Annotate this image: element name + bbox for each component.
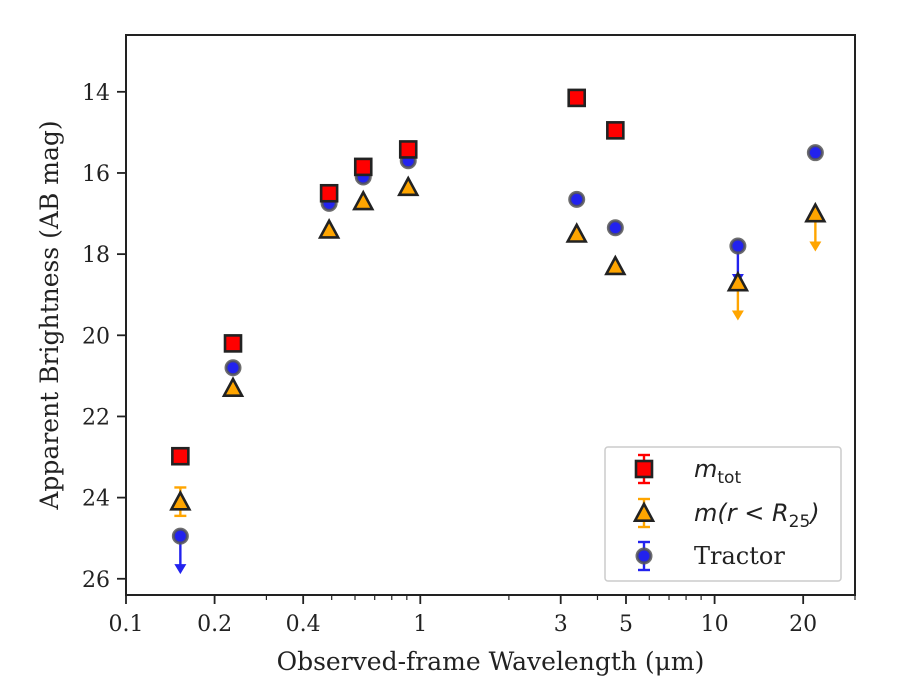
data-point-triangle (169, 489, 192, 511)
data-point-triangle (317, 218, 341, 239)
y-tick-label: 14 (82, 81, 110, 106)
data-point-square (606, 121, 625, 140)
x-tick-label: 10 (701, 612, 729, 637)
data-point-square (567, 88, 587, 108)
upper-limit-arrow-head (731, 310, 744, 321)
legend-marker-square (634, 459, 654, 479)
data-point-circle (806, 144, 824, 162)
y-axis-label: Apparent Brightness (AB mag) (35, 120, 64, 510)
legend-label: mtot (694, 455, 741, 488)
legend-label-main: Tractor (694, 542, 785, 570)
x-tick-label: 5 (619, 612, 633, 637)
y-tick-label: 22 (82, 405, 110, 430)
plot-frame (125, 34, 856, 596)
x-tick-label: 3 (554, 612, 568, 637)
upper-limit-arrow-head (809, 241, 822, 252)
legend-box (604, 446, 842, 582)
x-tick-label: 0.4 (286, 612, 321, 637)
data-point-circle (729, 237, 747, 255)
data-point-circle (224, 359, 242, 377)
y-tick-label: 20 (82, 324, 110, 349)
y-tick-label: 24 (82, 487, 110, 512)
data-point-triangle (565, 222, 588, 243)
legend-label-main: m(r < R (694, 499, 789, 527)
data-point-square (319, 183, 339, 203)
upper-limit-arrow-head (174, 564, 187, 575)
data-point-triangle (352, 189, 375, 211)
data-point-triangle (604, 254, 627, 276)
data-point-triangle (804, 201, 827, 223)
data-point-triangle (726, 270, 750, 292)
legend-label-main: m (694, 455, 717, 483)
x-tick-label: 1 (413, 612, 427, 637)
data-point-square (223, 334, 243, 353)
legend-label-sub: tot (717, 468, 741, 488)
data-point-circle (606, 219, 624, 237)
y-tick-label: 18 (82, 243, 110, 268)
y-tick-label: 26 (82, 568, 110, 593)
data-point-square (353, 157, 373, 177)
x-tick-label: 0.1 (109, 612, 144, 637)
data-point-square (398, 140, 418, 159)
legend-label-tail: ) (808, 499, 819, 527)
data-point-circle (171, 527, 189, 545)
legend-label: m(r < R25) (694, 499, 820, 532)
data-point-triangle (397, 175, 420, 197)
data-point-square (171, 446, 190, 466)
x-axis-label: Observed-frame Wavelength (μm) (277, 647, 705, 676)
legend-marker-triangle (632, 501, 656, 522)
x-tick-label: 0.2 (197, 612, 232, 637)
legend-label-sub: 25 (789, 512, 811, 532)
legend-label: Tractor (694, 542, 785, 570)
data-point-circle (568, 190, 586, 208)
x-tick-label: 20 (789, 612, 817, 637)
legend-marker-circle (635, 547, 653, 565)
data-point-triangle (221, 376, 245, 397)
y-tick-label: 16 (82, 162, 110, 187)
